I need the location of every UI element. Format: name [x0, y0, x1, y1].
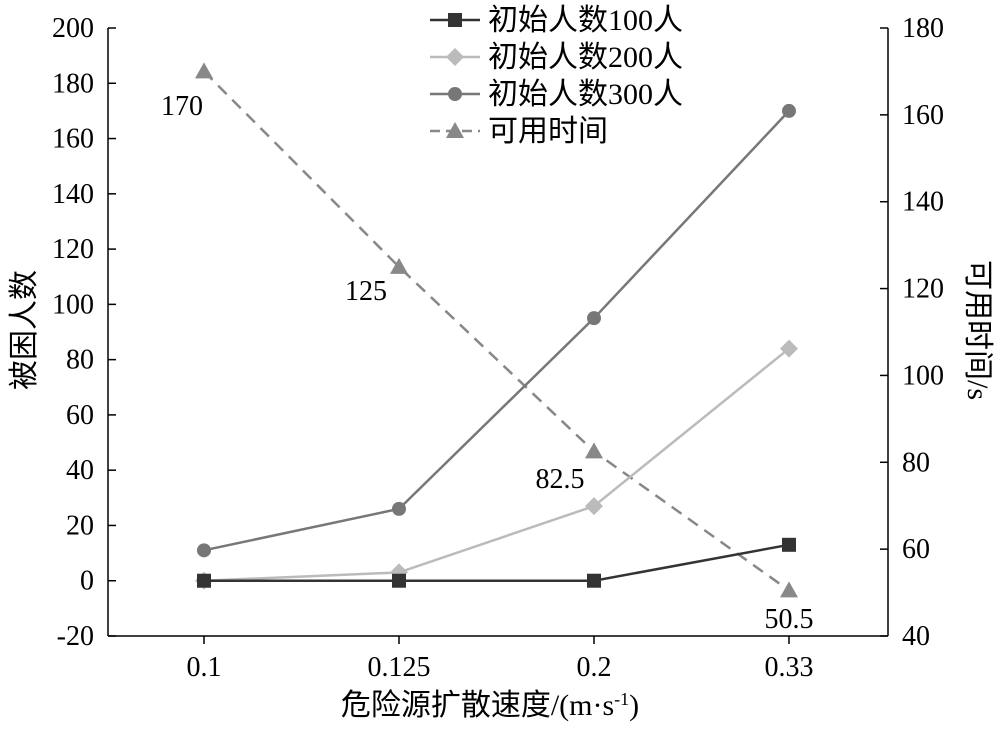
- series-line: [203, 347, 790, 582]
- data-point: [782, 537, 796, 552]
- x-tick-label: 0.1: [187, 652, 222, 683]
- y-left-tick-label: 60: [66, 400, 94, 431]
- data-point: [392, 501, 406, 516]
- x-tick-label: 0.33: [765, 652, 814, 683]
- axes: -20 0 20 40 60 80 100 120 140 160 180 200 40 60 80 100 1…: [52, 13, 944, 683]
- y-right-tick-label: 80: [902, 447, 930, 478]
- legend-marker: [448, 87, 462, 101]
- y-right-tick-label: 120: [902, 274, 944, 305]
- y-left-tick-label: 40: [66, 455, 94, 486]
- y-left-tick-label: 80: [66, 345, 94, 376]
- data-label: 125: [345, 276, 387, 307]
- series-1: [197, 537, 796, 588]
- data-point: [782, 103, 796, 118]
- y-left-tick-label: 20: [66, 510, 94, 541]
- legend-label: 初始人数200人: [488, 41, 683, 74]
- data-point: [780, 581, 798, 598]
- y-left-tick-label: 200: [52, 13, 94, 44]
- y-axis-right-title: 可用时间/s: [961, 260, 994, 400]
- data-point: [197, 543, 211, 558]
- legend-marker: [446, 122, 464, 138]
- x-axis-title-end: ): [629, 689, 639, 722]
- y-right-tick-label: 140: [902, 187, 944, 218]
- legend-label: 可用时间: [488, 115, 608, 148]
- legend-item: 初始人数300人: [430, 78, 683, 111]
- data-label: 82.5: [536, 464, 585, 495]
- y-left-tick-label: 0: [80, 566, 94, 597]
- y-right-tick-label: 100: [902, 360, 944, 391]
- legend-marker: [448, 13, 462, 27]
- data-point: [585, 442, 603, 459]
- y-right-tick-label: 160: [902, 100, 944, 131]
- x-axis-title: 危险源扩散速度/(m·s-1): [341, 689, 639, 722]
- series-line: [203, 70, 790, 592]
- data-point: [587, 573, 601, 588]
- data-point: [780, 339, 798, 358]
- y-right-tick-label: 60: [902, 534, 930, 565]
- data-point: [197, 573, 211, 588]
- data-label: 50.5: [765, 604, 814, 635]
- legend-marker: [446, 48, 464, 66]
- y-axis-left-title: 被困人数: [8, 270, 41, 390]
- y-left-tick-label: 120: [52, 234, 94, 265]
- y-left-tick-label: 140: [52, 179, 94, 210]
- data-point: [390, 257, 408, 274]
- series-line: [203, 110, 790, 552]
- series-line: [204, 543, 790, 582]
- series-3: [197, 103, 796, 558]
- y-right-tick-label: 40: [902, 621, 930, 652]
- y-left-tick-label: 160: [52, 124, 94, 155]
- series-4: [195, 62, 798, 598]
- data-point: [195, 62, 213, 79]
- data-point: [587, 311, 601, 326]
- data-labels: 170 125 82.5 50.5: [161, 91, 814, 635]
- y-left-tick-label: 180: [52, 68, 94, 99]
- data-point: [585, 497, 603, 516]
- data-point: [392, 573, 406, 588]
- legend-label: 初始人数100人: [488, 4, 683, 37]
- y-right-tick-label: 180: [902, 13, 944, 44]
- legend-item: 初始人数200人: [430, 41, 683, 74]
- x-tick-label: 0.125: [368, 652, 431, 683]
- legend-item: 可用时间: [430, 115, 608, 148]
- series-2: [195, 339, 798, 590]
- series-layer: [195, 62, 798, 598]
- y-left-tick-label: -20: [57, 621, 94, 652]
- legend-label: 初始人数300人: [488, 78, 683, 111]
- x-axis-title-superscript: -1: [614, 689, 629, 709]
- data-label: 170: [161, 91, 203, 122]
- legend-item: 初始人数100人: [430, 4, 683, 37]
- y-left-tick-label: 100: [52, 289, 94, 320]
- x-tick-label: 0.2: [577, 652, 612, 683]
